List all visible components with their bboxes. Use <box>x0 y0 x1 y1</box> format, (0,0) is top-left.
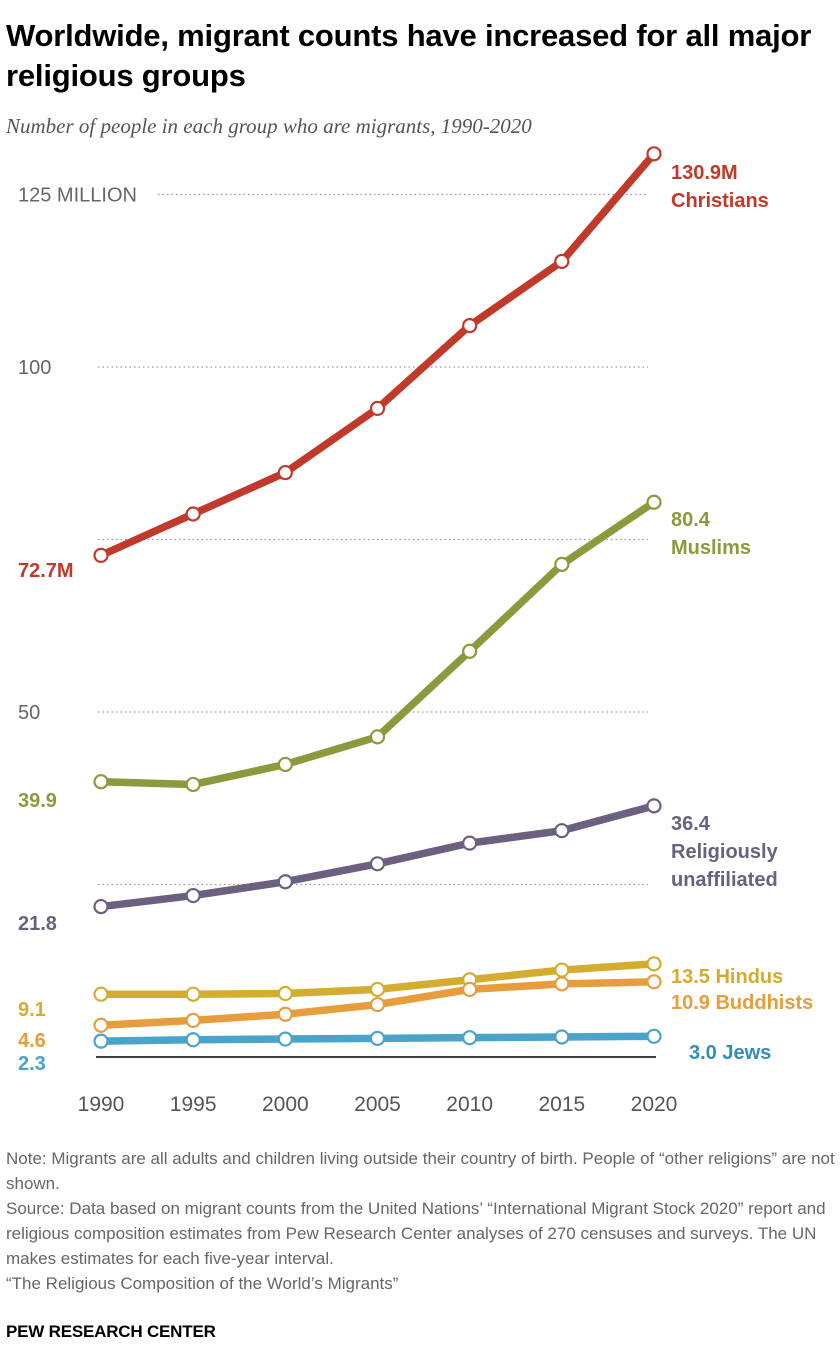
data-point <box>277 1006 293 1022</box>
series-end-label: Christians <box>671 190 769 212</box>
series-end-label: unaffiliated <box>671 869 778 891</box>
data-point <box>646 146 662 162</box>
x-tick-label: 2005 <box>354 1093 401 1116</box>
x-tick-label: 2000 <box>262 1093 309 1116</box>
data-point <box>369 996 386 1013</box>
data-point <box>369 729 386 745</box>
brand-logo-text: PEW RESEARCH CENTER <box>6 1322 216 1341</box>
data-point <box>93 1017 109 1033</box>
data-point <box>93 774 109 790</box>
data-point <box>369 400 386 416</box>
data-point <box>646 494 662 510</box>
series-start-label: 4.6 <box>18 1030 46 1052</box>
data-point <box>554 1029 570 1045</box>
series-start-label: 9.1 <box>18 999 46 1021</box>
series-start-label: 72.7M <box>18 560 74 582</box>
data-point <box>646 974 662 990</box>
data-point <box>554 962 570 978</box>
notes-section: Note: Migrants are all adults and childr… <box>6 1146 836 1296</box>
series-end-label: 130.9M <box>671 162 738 184</box>
data-point <box>554 556 570 572</box>
x-tick-label: 2010 <box>446 1093 493 1116</box>
data-point <box>646 1028 662 1044</box>
data-point <box>369 1030 386 1046</box>
data-point <box>646 956 662 972</box>
data-point <box>554 823 570 839</box>
x-tick-label: 1995 <box>170 1093 217 1116</box>
data-point <box>93 547 109 563</box>
data-point <box>462 643 478 659</box>
data-point <box>277 464 293 481</box>
data-point <box>369 981 386 997</box>
data-point <box>462 835 478 851</box>
data-point <box>462 981 478 997</box>
series-start-label: 2.3 <box>18 1053 46 1075</box>
series-end-label: 36.4 <box>671 813 711 835</box>
report-title: “The Religious Composition of the World’… <box>6 1274 399 1293</box>
chart-subtitle: Number of people in each group who are m… <box>6 114 532 138</box>
data-point <box>369 856 386 872</box>
line-chart: 125 MILLION 100 50 1990 1995 2000 2005 2010 2015… <box>18 146 813 1116</box>
data-point <box>93 898 109 915</box>
series-end-label: 13.5 Hindus <box>671 966 783 988</box>
data-point <box>277 985 293 1002</box>
y-tick-label: 125 MILLION <box>18 185 137 207</box>
data-point <box>93 1033 109 1049</box>
data-point <box>554 976 570 992</box>
y-tick-label: 50 <box>18 702 40 724</box>
note-text: Note: Migrants are all adults and childr… <box>6 1149 835 1193</box>
x-tick-label: 2020 <box>631 1093 678 1116</box>
data-point <box>185 1032 201 1048</box>
data-point <box>277 1031 293 1047</box>
x-tick-label: 2015 <box>538 1093 585 1116</box>
data-point <box>93 986 109 1002</box>
series-end-label: 10.9 Buddhists <box>671 992 813 1014</box>
series-start-label: 21.8 <box>18 913 57 935</box>
data-point <box>185 887 201 904</box>
data-point <box>646 798 662 814</box>
data-point <box>185 1012 201 1029</box>
series-end-label: 3.0 Jews <box>689 1042 771 1064</box>
data-point <box>185 986 201 1002</box>
series-line <box>97 150 658 560</box>
data-point <box>462 1030 478 1046</box>
series-end-label: 80.4 <box>671 509 711 531</box>
series-end-label: Muslims <box>671 537 751 559</box>
chart-title: Worldwide, migrant counts have increased… <box>6 18 812 93</box>
data-point <box>462 318 478 334</box>
y-tick-label: 100 <box>18 357 51 379</box>
series-start-label: 39.9 <box>18 790 57 812</box>
x-tick-label: 1990 <box>78 1093 125 1116</box>
data-point <box>277 756 293 773</box>
data-point <box>554 253 570 270</box>
series-end-label: Religiously <box>671 841 779 863</box>
source-text: Source: Data based on migrant counts fro… <box>6 1199 826 1268</box>
data-point <box>185 506 201 522</box>
data-point <box>277 874 293 890</box>
data-point <box>185 776 201 793</box>
